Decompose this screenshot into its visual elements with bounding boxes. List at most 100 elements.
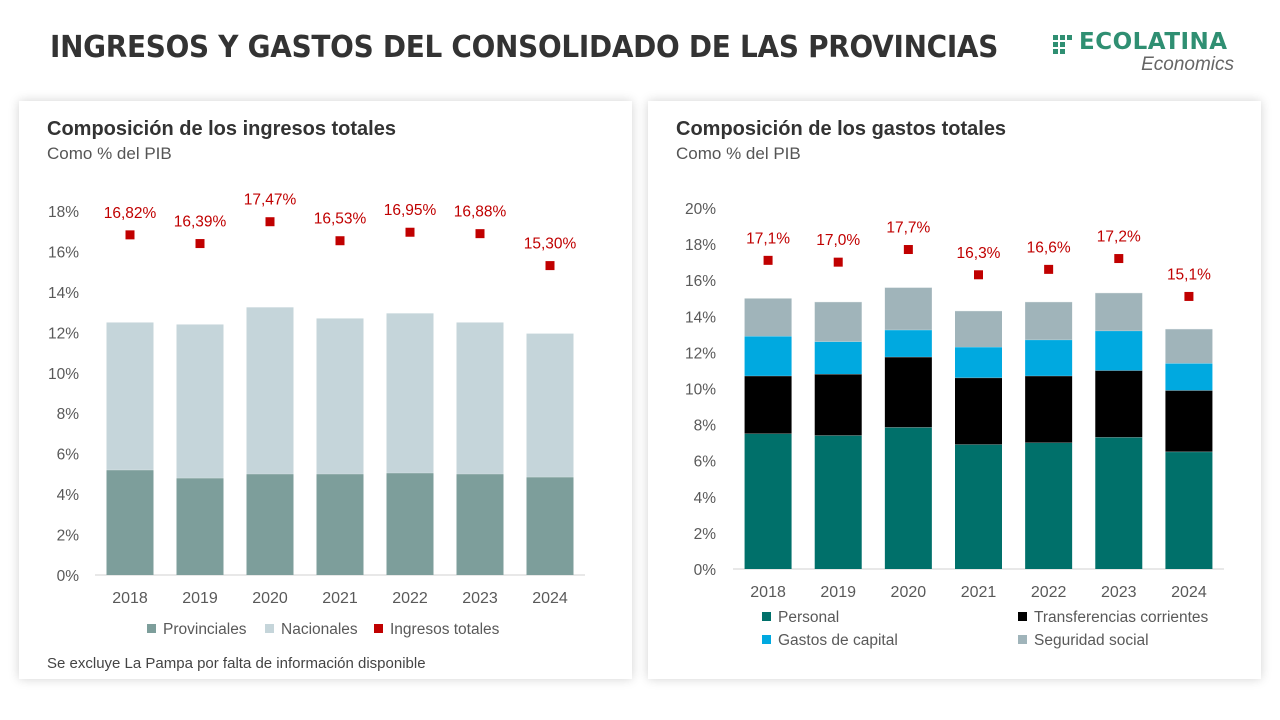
expense-chart: 0% 2% 4% 6% 8% 10% 12% 14% 16% 18% 20% 2018 17,1% 201… [685, 201, 1224, 649]
bar-segment [814, 435, 862, 569]
y-tick-label: 16% [685, 273, 716, 290]
total-marker [265, 217, 275, 227]
bar-segment [1025, 301, 1073, 340]
x-tick-label: 2021 [961, 584, 997, 601]
legend-swatch [762, 612, 771, 621]
income-chart-panel: Composición de los ingresos totales Como… [19, 101, 632, 679]
x-tick-label: 2022 [1031, 584, 1067, 601]
expense-chart-panel: Composición de los gastos totales Como %… [648, 101, 1261, 679]
bar-segment [814, 341, 862, 375]
bar-segment [1165, 328, 1213, 364]
y-tick-label: 4% [57, 487, 80, 504]
x-tick-label: 2023 [462, 590, 498, 607]
y-tick-label: 20% [685, 201, 716, 218]
total-data-label: 15,1% [1167, 266, 1211, 283]
total-marker [903, 245, 913, 255]
total-marker [125, 230, 135, 240]
bar-segment [744, 375, 792, 434]
legend-label: Ingresos totales [390, 621, 500, 638]
bar-segment [884, 287, 932, 330]
legend-label: Seguridad social [1034, 632, 1149, 649]
total-data-label: 17,1% [746, 230, 790, 247]
y-tick-label: 2% [694, 526, 717, 543]
bar-segment [955, 346, 1002, 378]
y-tick-label: 6% [57, 447, 80, 464]
bar-segment [456, 473, 504, 575]
logo-name: ECOLATINA [1079, 29, 1228, 55]
y-tick-label: 2% [57, 528, 80, 545]
x-tick-label: 2024 [1171, 584, 1207, 601]
bar-segment [176, 324, 224, 478]
y-tick-label: 10% [48, 366, 79, 383]
total-data-label: 16,95% [384, 202, 437, 219]
bar-segment [884, 427, 932, 569]
legend-label: Gastos de capital [778, 632, 898, 649]
expense-chart-subtitle: Como % del PIB [676, 144, 801, 163]
x-tick-label: 2018 [750, 584, 786, 601]
ecolatina-logo: ECOLATINA Economics [1050, 29, 1240, 78]
total-data-label: 17,0% [816, 232, 860, 249]
bar-segment [246, 307, 294, 474]
legend-label: Provinciales [163, 621, 247, 638]
bar-segment [814, 374, 862, 436]
y-tick-label: 10% [685, 382, 716, 399]
bar-segment [246, 473, 294, 575]
total-marker [1044, 264, 1054, 274]
total-marker [974, 270, 983, 280]
total-marker [475, 229, 485, 239]
total-data-label: 16,82% [104, 205, 157, 222]
total-marker [833, 257, 843, 267]
bar-segment [884, 329, 932, 357]
bar-segment [316, 473, 364, 575]
income-chart: 0% 2% 4% 6% 8% 10% 12% 14% 16% 18% 2018 16,82% 2019 1… [48, 192, 585, 638]
x-tick-label: 2020 [252, 590, 288, 607]
bar-segment [1095, 437, 1143, 569]
total-data-label: 15,30% [524, 236, 577, 253]
y-tick-label: 4% [694, 490, 717, 507]
bar-segment [884, 356, 932, 428]
logo-grid-icon [1053, 35, 1072, 54]
footnote: Se excluye La Pampa por falta de informa… [47, 655, 426, 672]
income-chart-title: Composición de los ingresos totales [47, 118, 396, 140]
y-tick-label: 16% [48, 244, 79, 261]
bar-segment [1165, 390, 1213, 452]
bar-segment [176, 477, 224, 575]
x-tick-label: 2020 [891, 584, 927, 601]
bar-segment [456, 322, 504, 474]
total-marker [1184, 291, 1194, 301]
y-tick-label: 8% [57, 406, 80, 423]
y-tick-label: 14% [685, 309, 716, 326]
bar-segment [1025, 339, 1073, 376]
total-marker [405, 227, 415, 237]
bar-segment [526, 333, 574, 477]
bar-segment [814, 301, 862, 342]
x-tick-label: 2019 [820, 584, 856, 601]
y-tick-label: 14% [48, 285, 79, 302]
income-chart-subtitle: Como % del PIB [47, 144, 172, 163]
total-data-label: 17,47% [244, 192, 297, 209]
total-data-label: 16,88% [454, 204, 507, 221]
y-tick-label: 12% [48, 325, 79, 342]
bar-segment [955, 377, 1002, 445]
total-data-label: 16,53% [314, 211, 367, 228]
y-tick-label: 12% [685, 345, 716, 362]
bar-segment [386, 472, 434, 575]
x-tick-label: 2021 [322, 590, 358, 607]
page-title: INGRESOS Y GASTOS DEL CONSOLIDADO DE LAS… [50, 30, 999, 65]
bar-segment [955, 444, 1002, 569]
bar-segment [1165, 451, 1213, 569]
bar-segment [106, 469, 154, 575]
total-data-label: 16,6% [1027, 239, 1071, 256]
legend-swatch [374, 624, 383, 633]
x-tick-label: 2024 [532, 590, 568, 607]
legend-label: Nacionales [281, 621, 358, 638]
bar-segment [1095, 292, 1143, 331]
legend-label: Personal [778, 609, 839, 626]
total-data-label: 17,7% [886, 220, 930, 237]
expense-chart-title: Composición de los gastos totales [676, 118, 1007, 140]
x-tick-label: 2019 [182, 590, 218, 607]
y-tick-label: 18% [48, 204, 79, 221]
y-tick-label: 6% [694, 454, 717, 471]
bar-segment [386, 313, 434, 473]
bar-segment [744, 298, 792, 337]
